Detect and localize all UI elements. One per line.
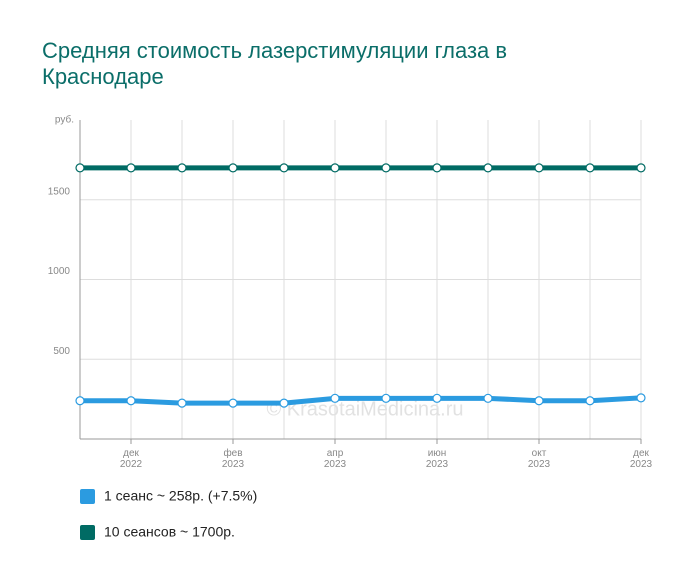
watermark: © KrasotaiMedicina.ru	[266, 398, 463, 420]
x-tick-label: дек 2023	[630, 448, 653, 470]
legend-label: 10 сеансов ~ 1700р.	[104, 524, 235, 540]
data-point	[381, 163, 391, 173]
data-point	[330, 163, 340, 173]
x-tick-label: апр 2023	[324, 448, 347, 470]
data-point	[177, 163, 187, 173]
legend-swatch	[80, 525, 95, 540]
y-tick-label: 1500	[48, 186, 71, 197]
data-point	[381, 393, 391, 403]
data-point	[483, 163, 493, 173]
data-point	[228, 163, 238, 173]
data-point	[483, 393, 493, 403]
data-point	[75, 396, 85, 406]
data-point	[126, 396, 136, 406]
x-tick-label: окт 2023	[528, 448, 551, 470]
data-point	[534, 396, 544, 406]
y-unit-label: руб.	[55, 114, 74, 126]
x-tick-label: дек 2022	[120, 448, 143, 470]
series-line	[80, 395, 642, 406]
data-point	[330, 393, 340, 403]
data-point	[177, 398, 187, 408]
y-tick-label: 1000	[48, 266, 71, 277]
legend-swatch	[80, 489, 95, 504]
data-point	[279, 398, 289, 408]
data-point	[75, 163, 85, 173]
chart-title: Средняя стоимость лазерстимуляции глаза …	[42, 38, 507, 89]
data-point	[432, 393, 442, 403]
data-point	[228, 398, 238, 408]
data-point	[126, 163, 136, 173]
data-point	[585, 163, 595, 173]
data-point	[636, 393, 646, 403]
legend-label: 1 сеанс ~ 258р. (+7.5%)	[104, 488, 257, 504]
x-tick-label: фев 2023	[222, 447, 245, 470]
data-point	[636, 163, 646, 173]
data-point	[432, 163, 442, 173]
y-tick-label: 500	[53, 346, 70, 357]
data-point	[279, 163, 289, 173]
data-point	[585, 396, 595, 406]
x-tick-label: июн 2023	[426, 448, 449, 470]
data-point	[534, 163, 544, 173]
